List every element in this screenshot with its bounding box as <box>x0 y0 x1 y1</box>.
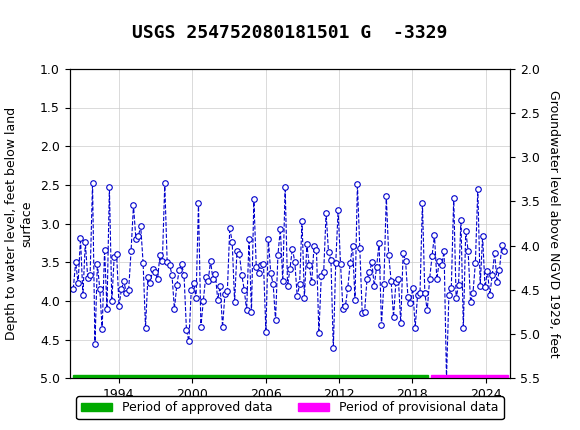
Y-axis label: Depth to water level, feet below land
surface: Depth to water level, feet below land su… <box>5 107 33 340</box>
Bar <box>431 375 508 381</box>
Bar <box>73 375 429 381</box>
Legend: Period of approved data, Period of provisional data: Period of approved data, Period of provi… <box>76 396 504 419</box>
Text: ≡USGS: ≡USGS <box>12 10 70 29</box>
Text: USGS 254752080181501 G  -3329: USGS 254752080181501 G -3329 <box>132 24 448 42</box>
Y-axis label: Groundwater level above NGVD 1929, feet: Groundwater level above NGVD 1929, feet <box>547 90 560 357</box>
